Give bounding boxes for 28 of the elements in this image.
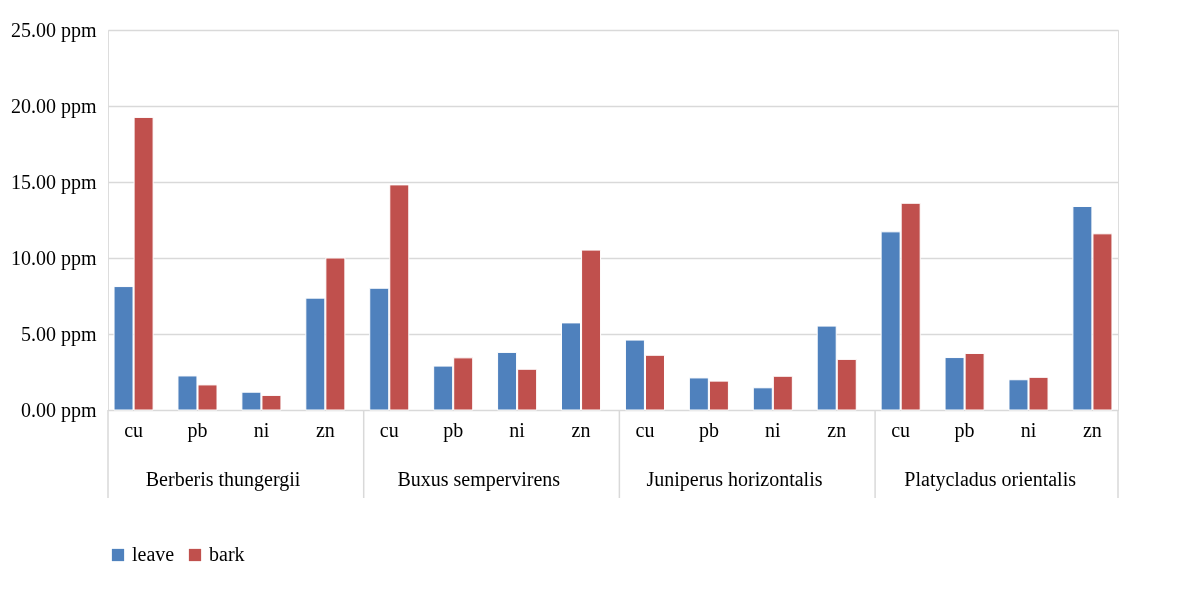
x-tick-label: zn — [571, 418, 591, 441]
text: Berberis thungergii — [145, 468, 301, 491]
x-tick-label: pb — [954, 418, 975, 442]
text: Juniperus horizontalis — [646, 468, 823, 491]
y-tick-label: 20.00 ppm — [10, 94, 97, 118]
x-tick-label: pb — [187, 418, 208, 442]
x-tick-label: cu — [635, 418, 655, 441]
legend-label: leave — [132, 543, 175, 565]
x-tick-label: ni — [253, 418, 270, 441]
y-tick-label: 5.00 ppm — [20, 322, 97, 346]
x-tick-label: zn — [1082, 418, 1102, 441]
x-tick-label: ni — [509, 418, 526, 441]
x-tick-label: zn — [315, 418, 335, 441]
x-tick-label: pb — [443, 418, 464, 442]
y-tick-label: 25.00 ppm — [10, 18, 97, 42]
text: Platycladus orientalis — [904, 468, 1077, 491]
x-tick-label: cu — [379, 418, 399, 441]
text: Buxus sempervirens — [397, 468, 561, 491]
y-tick-label: 10.00 ppm — [10, 246, 97, 270]
y-tick-label: 0.00 ppm — [20, 398, 97, 422]
y-tick-label: 15.00 ppm — [10, 170, 97, 194]
x-tick-label: pb — [698, 418, 719, 442]
legend-label: bark — [209, 543, 245, 565]
x-tick-label: zn — [827, 418, 847, 441]
x-tick-label: ni — [765, 418, 782, 441]
x-tick-label: cu — [124, 418, 144, 441]
x-tick-label: cu — [891, 418, 911, 441]
x-tick-label: ni — [1020, 418, 1037, 441]
